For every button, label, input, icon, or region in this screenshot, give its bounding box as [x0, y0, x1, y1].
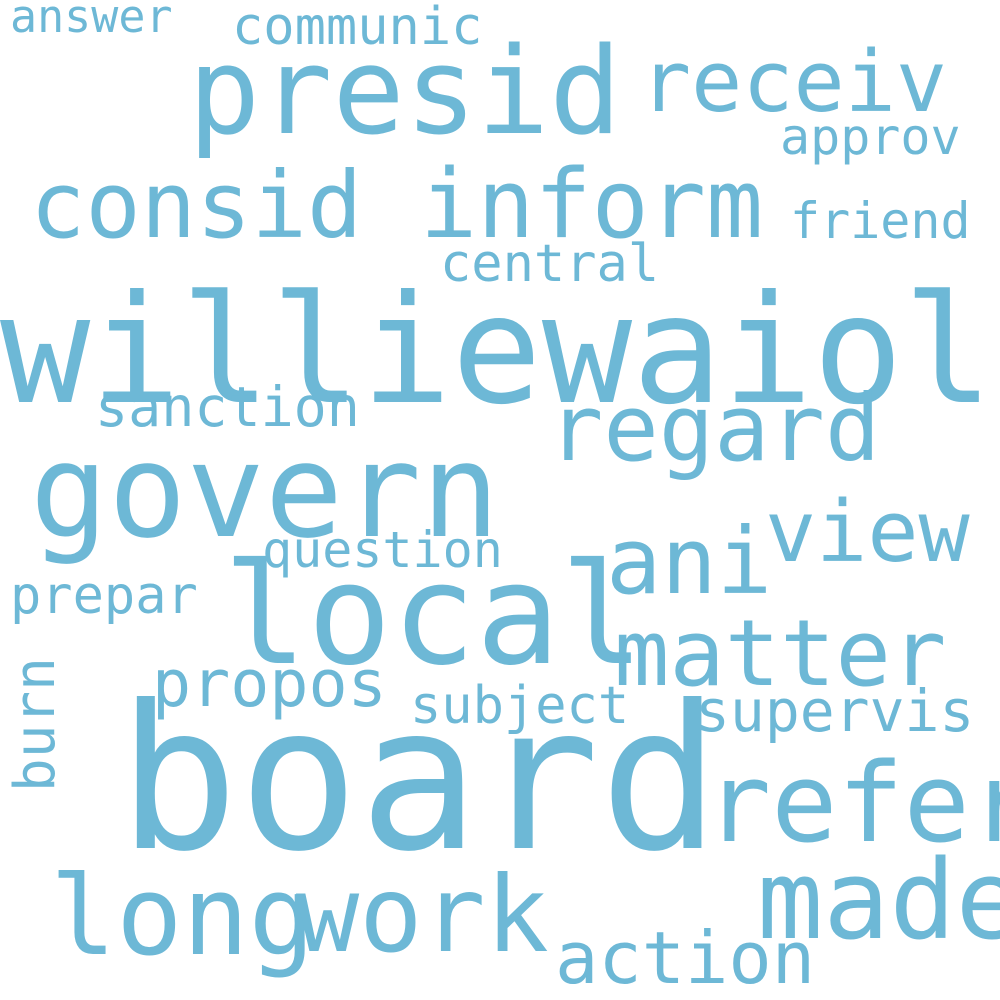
- word-matter: matter: [614, 600, 947, 707]
- word-work: work: [296, 854, 549, 976]
- word-burn: burn: [3, 657, 68, 792]
- word-propos: propos: [152, 647, 387, 722]
- word-presid: presid: [188, 23, 622, 162]
- word-long: long: [50, 852, 315, 980]
- word-board: board: [118, 663, 721, 896]
- word-supervis: supervis: [695, 677, 975, 745]
- word-prepar: prepar: [10, 566, 198, 626]
- word-friend: friend: [790, 192, 971, 250]
- word-central: central: [440, 234, 660, 294]
- word-regard: regard: [548, 375, 881, 482]
- word-action: action: [555, 916, 816, 1000]
- word-approv: approv: [780, 108, 961, 166]
- word-williewaiola: williewaiola: [0, 264, 1000, 438]
- word-local: local: [223, 534, 645, 697]
- word-answer: answer: [10, 0, 173, 43]
- word-receiv: receiv: [640, 33, 948, 132]
- word-subject: subject: [410, 676, 630, 736]
- word-made: made: [757, 836, 1000, 964]
- word-refer: refer: [705, 739, 1000, 867]
- word-consid: consid: [30, 152, 363, 259]
- word-inform: inform: [420, 150, 764, 260]
- word-question: question: [262, 521, 503, 579]
- word-govern: govern: [30, 415, 500, 567]
- word-view: view: [765, 483, 970, 582]
- word-ani: ani: [606, 508, 773, 615]
- word-communic: communic: [232, 0, 483, 57]
- word-sanction: sanction: [95, 375, 360, 439]
